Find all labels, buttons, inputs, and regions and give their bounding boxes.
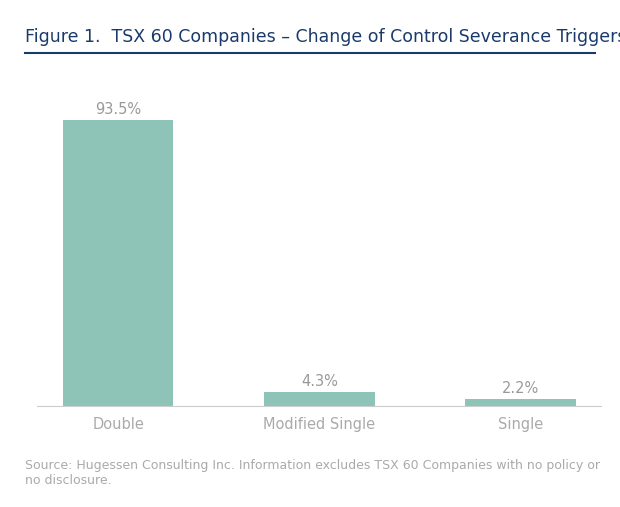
Bar <box>63 120 174 406</box>
Text: 93.5%: 93.5% <box>95 102 141 117</box>
Text: 2.2%: 2.2% <box>502 381 539 396</box>
Text: 4.3%: 4.3% <box>301 375 338 389</box>
Text: Figure 1.  TSX 60 Companies – Change of Control Severance Triggers: Figure 1. TSX 60 Companies – Change of C… <box>25 28 620 46</box>
Bar <box>465 399 576 406</box>
Text: Source: Hugessen Consulting Inc. Information excludes TSX 60 Companies with no p: Source: Hugessen Consulting Inc. Informa… <box>25 459 600 487</box>
Bar <box>264 392 374 406</box>
